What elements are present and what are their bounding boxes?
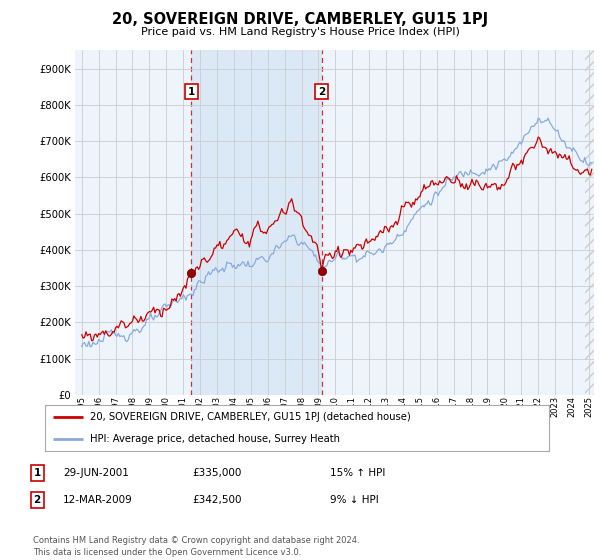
Text: 20, SOVEREIGN DRIVE, CAMBERLEY, GU15 1PJ: 20, SOVEREIGN DRIVE, CAMBERLEY, GU15 1PJ: [112, 12, 488, 27]
Text: Price paid vs. HM Land Registry's House Price Index (HPI): Price paid vs. HM Land Registry's House …: [140, 27, 460, 37]
Bar: [191, 50, 322, 395]
Text: 1: 1: [188, 87, 195, 97]
Text: £342,500: £342,500: [192, 495, 241, 505]
Text: 15% ↑ HPI: 15% ↑ HPI: [330, 468, 385, 478]
Bar: [585, 50, 594, 395]
Text: 20, SOVEREIGN DRIVE, CAMBERLEY, GU15 1PJ (detached house): 20, SOVEREIGN DRIVE, CAMBERLEY, GU15 1PJ…: [91, 412, 411, 422]
Text: 9% ↓ HPI: 9% ↓ HPI: [330, 495, 379, 505]
Text: 1: 1: [34, 468, 41, 478]
Text: £335,000: £335,000: [192, 468, 241, 478]
Text: 29-JUN-2001: 29-JUN-2001: [63, 468, 129, 478]
Text: 12-MAR-2009: 12-MAR-2009: [63, 495, 133, 505]
Text: 2: 2: [318, 87, 325, 97]
Text: HPI: Average price, detached house, Surrey Heath: HPI: Average price, detached house, Surr…: [91, 435, 340, 444]
Text: 2: 2: [34, 495, 41, 505]
Bar: [585, 50, 594, 395]
Text: Contains HM Land Registry data © Crown copyright and database right 2024.
This d: Contains HM Land Registry data © Crown c…: [33, 536, 359, 557]
